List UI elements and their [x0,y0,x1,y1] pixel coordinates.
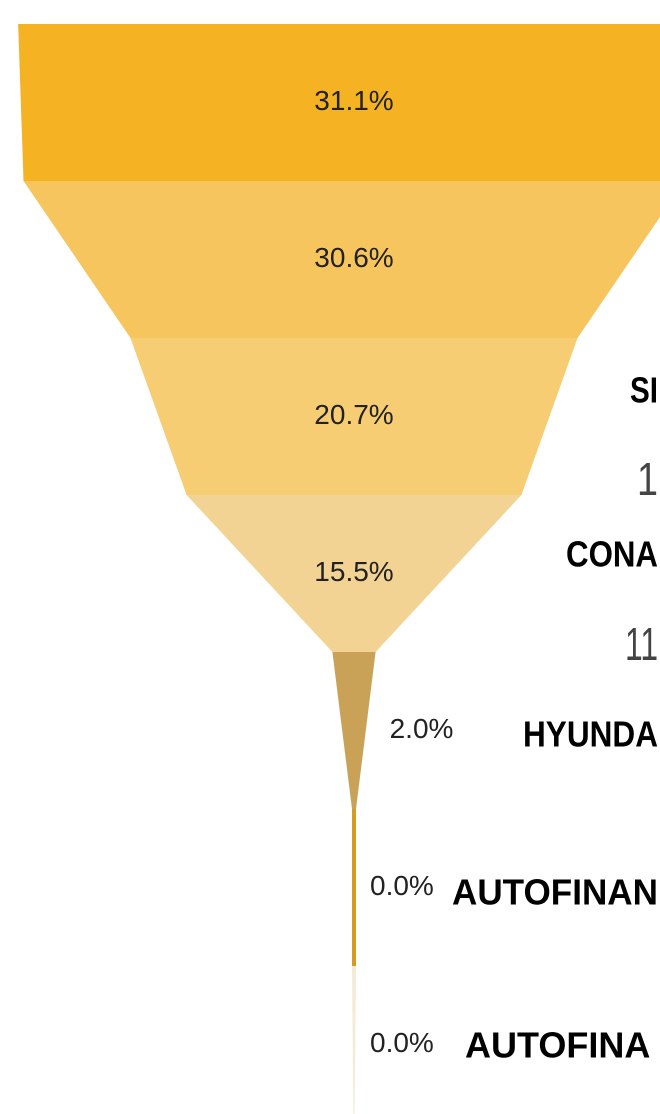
category-label: CONA [566,534,658,575]
funnel-segment [352,809,356,966]
value-label: 31.1% [314,85,393,116]
value-label: 2.0% [390,713,454,744]
value-label: 0.0% [370,1027,434,1058]
funnel-segment [23,181,660,338]
category-label: SI [630,370,658,411]
category-label: 11 [625,618,658,670]
value-label: 30.6% [314,242,393,273]
value-label: 20.7% [314,399,393,430]
category-label: 1 [637,453,658,505]
funnel-segment [18,24,660,181]
funnel-segment [186,495,522,652]
category-label: HYUNDA [523,714,658,755]
funnel-segment [352,966,356,1114]
category-label: AUTOFINA [465,1025,650,1066]
value-label: 0.0% [370,870,434,901]
funnel-segment [332,652,376,809]
funnel-segment [130,338,578,495]
category-label: AUTOFINAN [452,872,658,913]
value-label: 15.5% [314,556,393,587]
